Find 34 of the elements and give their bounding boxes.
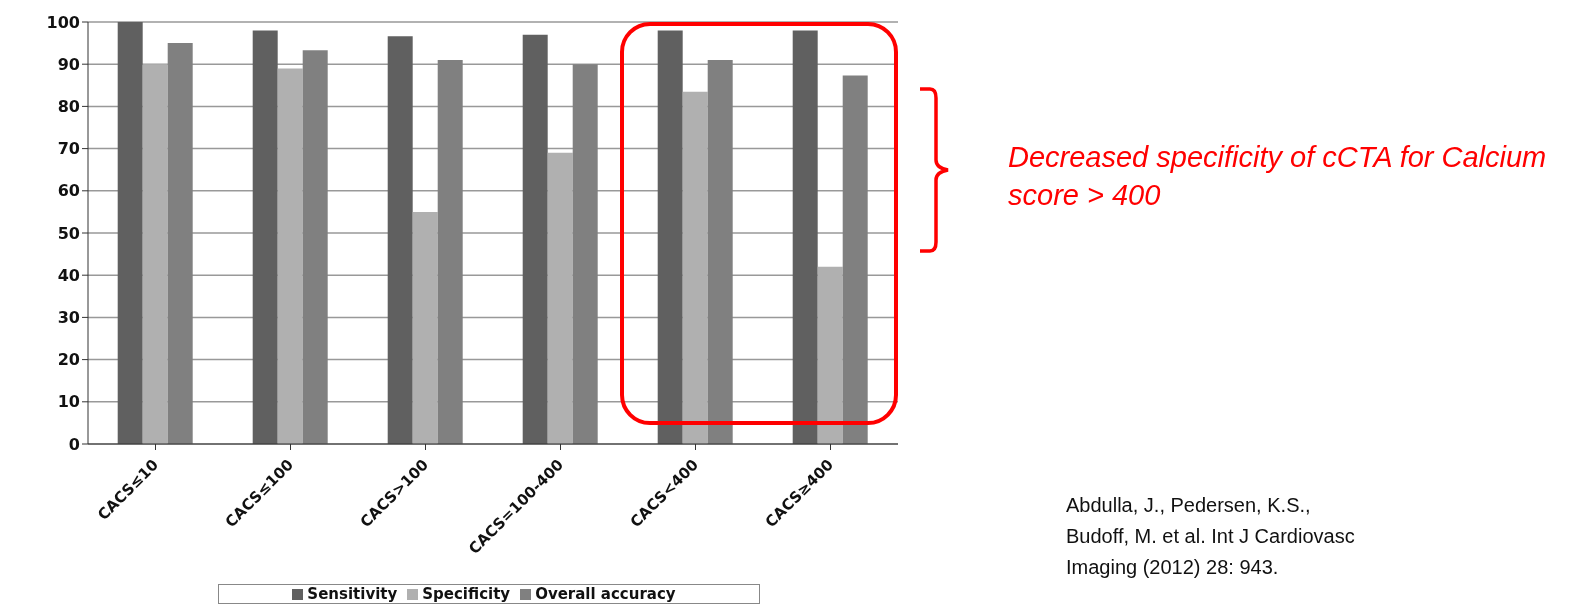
bar (572, 64, 598, 444)
bar (522, 34, 548, 444)
y-tick-label: 0 (68, 434, 80, 454)
legend-label: Sensitivity (307, 585, 398, 603)
bar (412, 211, 438, 444)
y-tick-label: 60 (57, 181, 80, 201)
text: Decreased specificity of cCTA for Calcium score > 400 (1008, 140, 1548, 213)
y-tick-label: 70 (57, 139, 80, 159)
y-tick-label: 40 (57, 265, 80, 285)
legend-label: Specificity (422, 585, 511, 603)
legend-label: Overall accuracy (535, 585, 676, 603)
y-tick-label: 100 (46, 12, 80, 32)
text: Abdulla, J., Pedersen, K.S., Budoff, M. et al. Int J Cardiovasc Imaging (2012) 28: 943. (1066, 493, 1356, 580)
y-tick-label: 10 (57, 392, 80, 412)
bar (437, 59, 463, 444)
bar (842, 75, 868, 444)
bar (117, 22, 143, 444)
bar (707, 59, 733, 444)
bar (387, 36, 413, 444)
bar (167, 43, 193, 444)
y-tick-label: 50 (57, 223, 80, 243)
bar (792, 30, 818, 444)
bar (657, 30, 683, 444)
y-tick-label: 20 (57, 350, 80, 370)
bar (277, 68, 303, 444)
bar (252, 30, 278, 444)
y-tick-label: 80 (57, 97, 80, 117)
bar (817, 266, 843, 444)
bar (302, 50, 328, 444)
bar (547, 152, 573, 444)
bar (682, 91, 708, 444)
bar (142, 64, 168, 444)
y-tick-label: 90 (57, 54, 80, 74)
y-tick-label: 30 (57, 308, 80, 328)
